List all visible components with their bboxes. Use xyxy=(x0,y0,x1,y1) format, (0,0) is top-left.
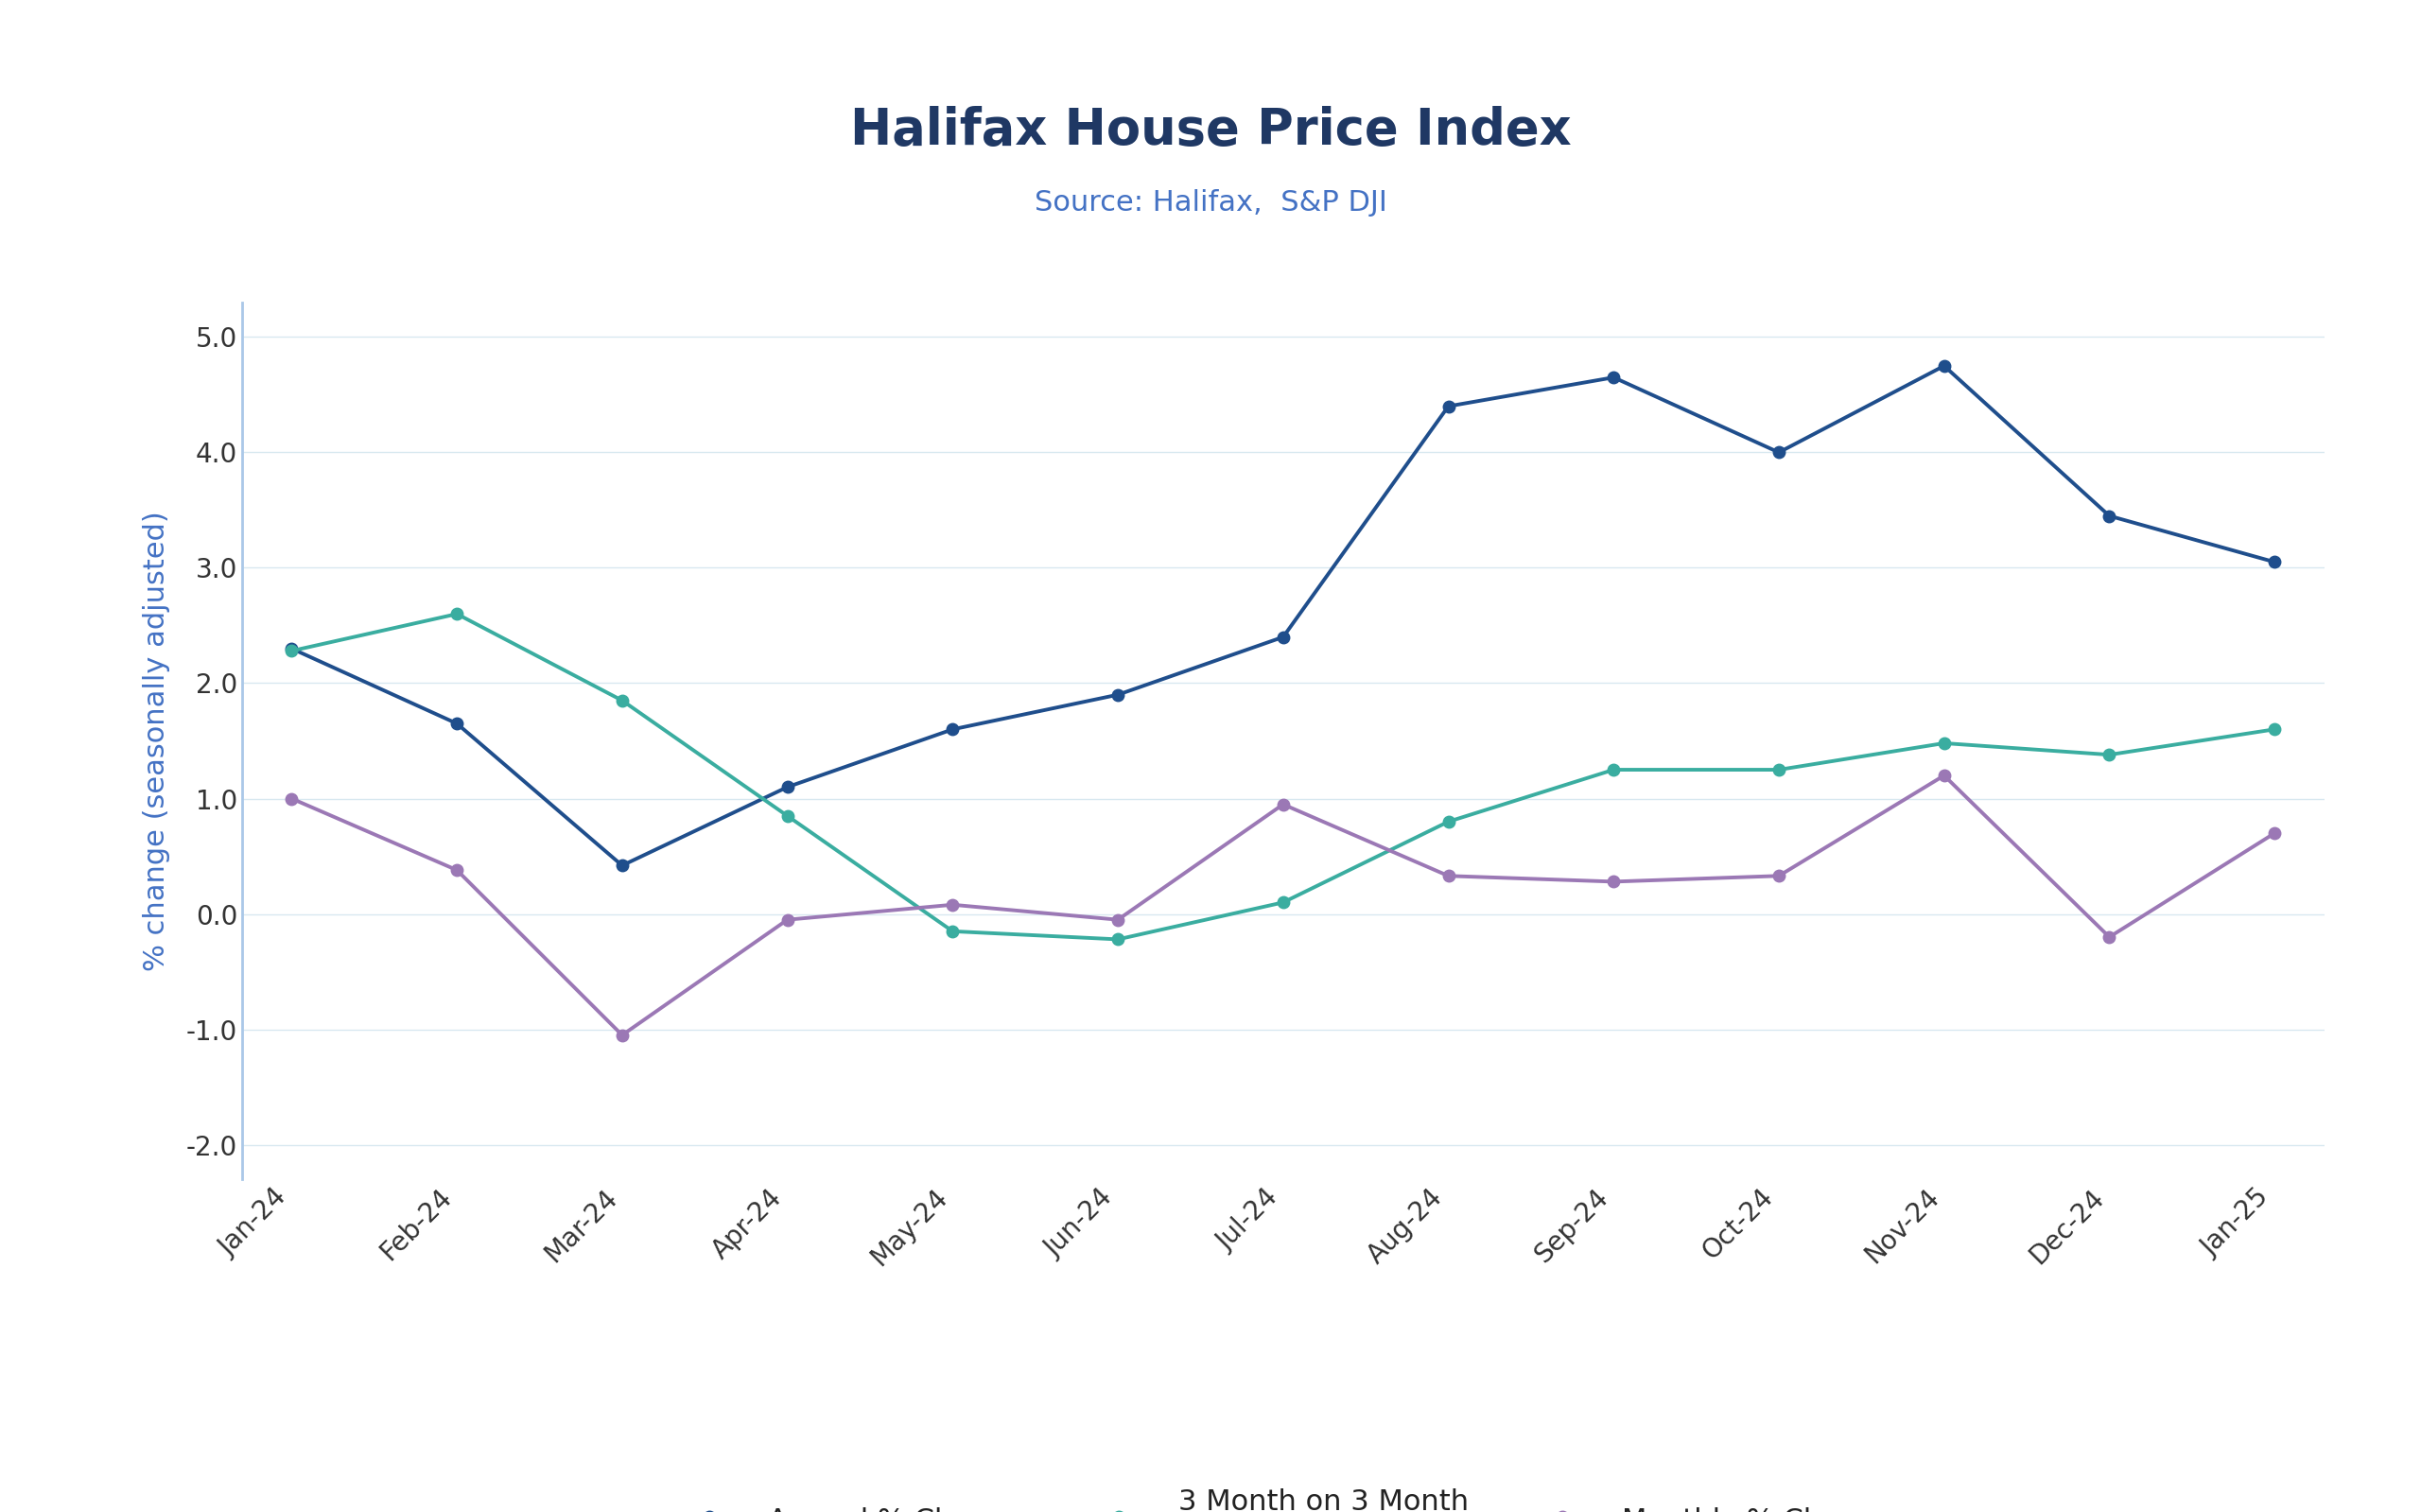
Annual % Change xyxy=(276,640,305,658)
Annual % Change xyxy=(1600,369,1629,387)
3 Month on 3 Month
% Change xyxy=(937,922,966,940)
3 Month on 3 Month
% Change xyxy=(608,691,637,709)
3 Month on 3 Month
% Change xyxy=(1433,812,1462,830)
Annual % Change xyxy=(1930,357,1959,375)
Monthly % Change xyxy=(1765,866,1794,885)
Annual % Change xyxy=(1765,443,1794,461)
3 Month on 3 Month
% Change xyxy=(276,641,305,659)
3 Month on 3 Month
% Change xyxy=(1269,894,1298,912)
Line: Annual % Change: Annual % Change xyxy=(286,360,2281,871)
Annual % Change xyxy=(1269,627,1298,646)
Legend: Annual % Change, 3 Month on 3 Month
% Change, Monthly % Change: Annual % Change, 3 Month on 3 Month % Ch… xyxy=(661,1477,1905,1512)
Line: Monthly % Change: Monthly % Change xyxy=(286,770,2281,1042)
Monthly % Change xyxy=(276,789,305,807)
3 Month on 3 Month
% Change xyxy=(772,807,801,826)
Annual % Change xyxy=(1433,398,1462,416)
3 Month on 3 Month
% Change xyxy=(2261,720,2290,738)
Annual % Change xyxy=(937,720,966,738)
Monthly % Change xyxy=(1104,910,1133,928)
Monthly % Change xyxy=(772,910,801,928)
Monthly % Change xyxy=(1269,795,1298,813)
Annual % Change xyxy=(772,779,801,797)
3 Month on 3 Month
% Change xyxy=(1930,735,1959,753)
Monthly % Change xyxy=(2261,824,2290,842)
Annual % Change xyxy=(2094,507,2123,525)
3 Month on 3 Month
% Change xyxy=(1765,761,1794,779)
Monthly % Change xyxy=(1930,767,1959,785)
3 Month on 3 Month
% Change xyxy=(1104,930,1133,948)
3 Month on 3 Month
% Change xyxy=(443,605,472,623)
3 Month on 3 Month
% Change xyxy=(2094,745,2123,764)
Text: Source: Halifax,  S&P DJI: Source: Halifax, S&P DJI xyxy=(1034,189,1387,216)
Text: Halifax House Price Index: Halifax House Price Index xyxy=(850,106,1571,156)
Monthly % Change xyxy=(1433,866,1462,885)
Monthly % Change xyxy=(1600,872,1629,891)
Monthly % Change xyxy=(608,1027,637,1045)
Monthly % Change xyxy=(2094,928,2123,947)
Y-axis label: % change (seasonally adjusted): % change (seasonally adjusted) xyxy=(143,511,169,971)
3 Month on 3 Month
% Change xyxy=(1600,761,1629,779)
Line: 3 Month on 3 Month
% Change: 3 Month on 3 Month % Change xyxy=(286,608,2281,945)
Annual % Change xyxy=(1104,685,1133,703)
Annual % Change xyxy=(2261,553,2290,572)
Annual % Change xyxy=(608,856,637,874)
Monthly % Change xyxy=(937,895,966,913)
Annual % Change xyxy=(443,715,472,733)
Monthly % Change xyxy=(443,860,472,878)
